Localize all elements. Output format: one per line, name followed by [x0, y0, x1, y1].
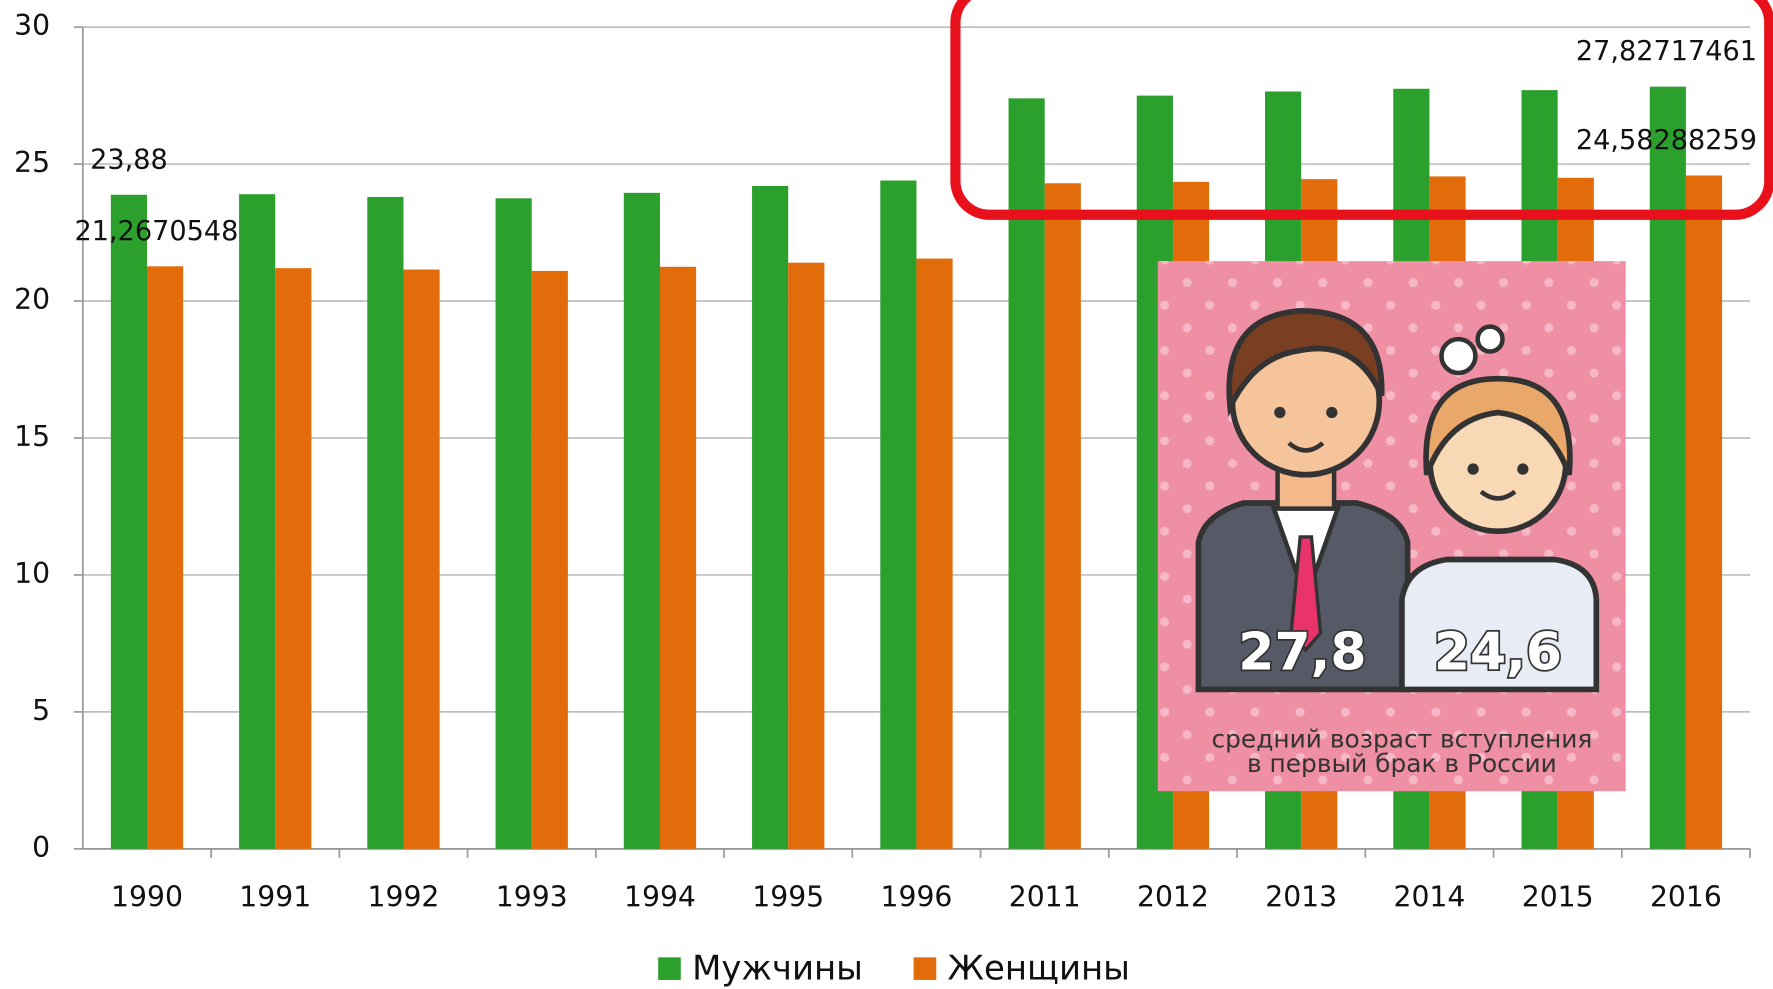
- value-label: 24,58288259: [1576, 125, 1757, 156]
- legend-label: Мужчины: [692, 948, 863, 987]
- legend-swatch: [658, 957, 681, 980]
- overlay-image: 27,8 24,6 средний возраст вступления в п…: [1158, 261, 1626, 791]
- y-tick-label: 5: [32, 694, 50, 727]
- bar: [660, 267, 696, 849]
- highlight-frame: [955, 0, 1769, 215]
- x-tick-label: 1994: [624, 881, 696, 914]
- legend: Мужчины Женщины: [658, 948, 1130, 987]
- woman-flower: [1478, 327, 1503, 352]
- y-tick-label: 10: [14, 557, 50, 590]
- legend-swatch: [914, 957, 937, 980]
- bar: [239, 194, 275, 849]
- bar: [916, 259, 952, 849]
- x-tick-label: 1996: [880, 881, 952, 914]
- bar: [1045, 183, 1081, 849]
- bar: [532, 271, 568, 849]
- chart: 0 5 10 15 20 25 30 1990 23,88 21,26705483 1991 1992…: [0, 0, 1773, 989]
- woman-eye: [1467, 463, 1478, 474]
- x-tick-label: 2014: [1393, 881, 1465, 914]
- bar: [147, 266, 183, 849]
- bar: [788, 263, 824, 849]
- bar: [752, 186, 788, 849]
- bar: [1686, 176, 1722, 849]
- value-label: 21,26705483: [75, 216, 256, 247]
- y-tick-label: 20: [14, 283, 50, 316]
- x-tick-label: 2016: [1650, 881, 1722, 914]
- overlay-caption: в первый брак в России: [1247, 749, 1557, 778]
- bar: [111, 195, 147, 849]
- x-tick-label: 2012: [1137, 881, 1209, 914]
- x-tick-label: 2013: [1265, 881, 1337, 914]
- bar: [1650, 87, 1686, 849]
- bar: [275, 268, 311, 849]
- x-tick-label: 1992: [368, 881, 440, 914]
- x-tick-label: 1995: [752, 881, 824, 914]
- x-tick-label: 2015: [1522, 881, 1594, 914]
- man-eye: [1326, 407, 1337, 418]
- woman-flower: [1441, 339, 1475, 373]
- bar: [403, 270, 439, 849]
- y-tick-label: 0: [32, 831, 50, 864]
- x-tick-label: 2011: [1009, 881, 1081, 914]
- x-tick-label: 1990: [111, 881, 183, 914]
- y-tick-label: 15: [14, 420, 50, 453]
- bar: [624, 193, 660, 849]
- bar: [880, 181, 916, 849]
- woman-eye: [1517, 463, 1528, 474]
- overlay-women-age: 24,6: [1434, 623, 1562, 683]
- value-label: 23,88: [90, 144, 168, 175]
- value-label: 27,82717461: [1576, 36, 1757, 67]
- man-eye: [1274, 407, 1285, 418]
- y-tick-label: 30: [14, 9, 50, 42]
- y-tick-label: 25: [14, 146, 50, 179]
- legend-label: Женщины: [948, 948, 1130, 987]
- x-tick-label: 1993: [496, 881, 568, 914]
- overlay-men-age: 27,8: [1238, 623, 1366, 683]
- x-tick-label: 1991: [239, 881, 311, 914]
- bar: [496, 198, 532, 849]
- bar: [367, 197, 403, 849]
